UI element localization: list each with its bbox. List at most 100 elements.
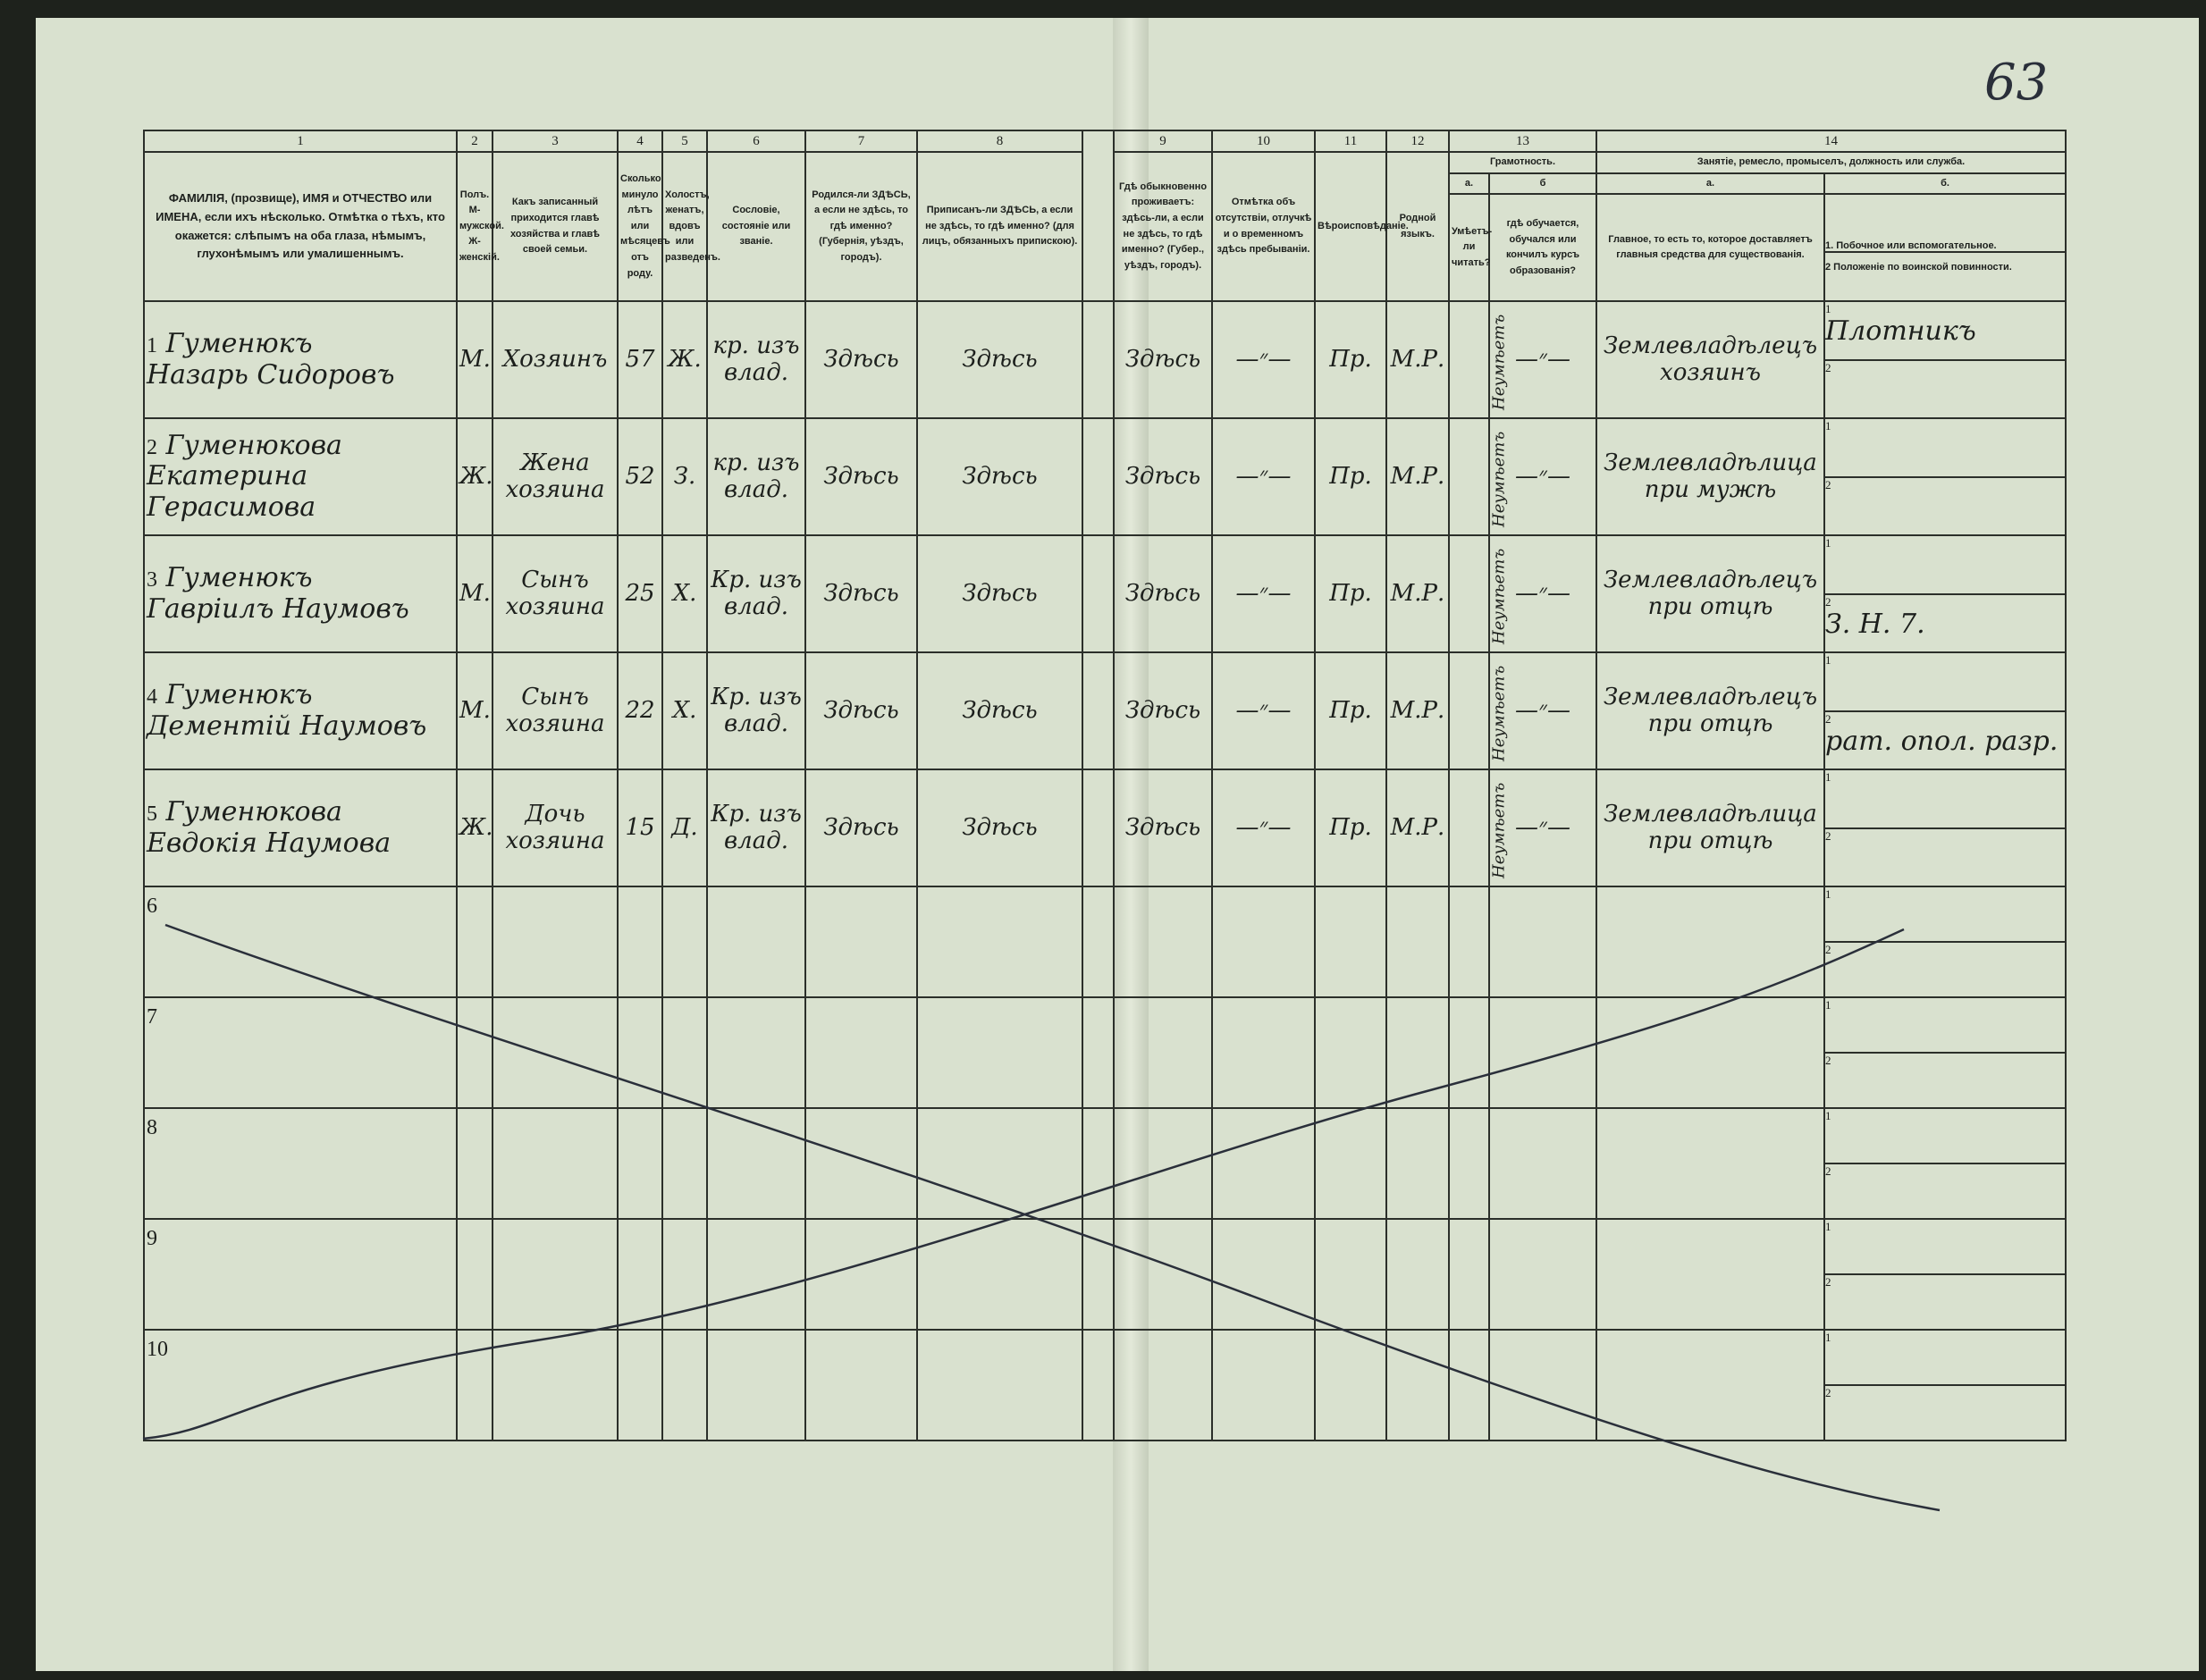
- religion-cell: Пр.: [1314, 534, 1387, 654]
- header-main-occupation: Главное, то есть то, которое доставляетъ…: [1596, 193, 1825, 303]
- empty-cell: [1488, 1107, 1597, 1221]
- col-number: 1: [143, 130, 458, 153]
- empty-cell: [804, 1218, 918, 1331]
- age-cell: 25: [617, 534, 663, 654]
- empty-cell: [456, 996, 493, 1110]
- language-cell: М.Р.: [1385, 300, 1450, 420]
- occupation-b-cell: 1 2 рат. опол. разр.: [1823, 651, 2067, 771]
- row-number: 7: [147, 1005, 157, 1029]
- occupation-cell: Землевладѣлецъ при отцѣ: [1596, 651, 1825, 771]
- occupation-cell: Землевладѣлица при мужѣ: [1596, 417, 1825, 537]
- education-cell: —״—: [1488, 300, 1597, 420]
- language-cell: М.Р.: [1385, 417, 1450, 537]
- empty-cell: [492, 1329, 619, 1442]
- literacy-value: Неумѣетъ: [1489, 314, 1509, 410]
- empty-cell: [1448, 1218, 1490, 1331]
- header-literacy-b: б: [1488, 172, 1597, 196]
- row-number: 3: [147, 568, 157, 592]
- sub-mark: 1: [1825, 1220, 1831, 1234]
- gutter-cell: [1082, 129, 1115, 303]
- empty-cell: [1596, 1107, 1825, 1221]
- age-cell: 15: [617, 769, 663, 888]
- empty-cell: [1211, 1107, 1316, 1221]
- name-cell: 4 Гуменюкъ Дементій Наумовъ: [143, 651, 458, 771]
- sex-cell: М.: [456, 534, 493, 654]
- secondary-value: Плотникъ: [1825, 315, 1976, 348]
- estate-cell: Кр. изъ влад.: [706, 651, 806, 771]
- secondary-occupation: 1: [1825, 887, 2065, 944]
- estate-cell: кр. изъ влад.: [706, 417, 806, 537]
- secondary-occupation: 1: [1825, 1109, 2065, 1165]
- relation-cell: Хозяинъ: [492, 300, 619, 420]
- sub-mark: 1: [1825, 998, 1831, 1012]
- row-number: 8: [147, 1116, 157, 1140]
- sub-mark: 2: [1825, 477, 1831, 491]
- empty-cell: [916, 1107, 1083, 1221]
- sub-mark: 1: [1825, 302, 1831, 316]
- empty-cell: [1211, 886, 1316, 999]
- relation-cell: Дочь хозяина: [492, 769, 619, 888]
- age-cell: 57: [617, 300, 663, 420]
- empty-cell: [1314, 886, 1387, 999]
- education-cell: —״—: [1488, 534, 1597, 654]
- secondary-occupation: 1: [1825, 419, 2065, 478]
- empty-cell: [804, 886, 918, 999]
- empty-cell: [916, 1218, 1083, 1331]
- empty-cell: [1385, 1329, 1450, 1442]
- col-number: 6: [706, 130, 806, 153]
- literacy-cell: Неумѣетъ: [1448, 417, 1508, 537]
- education-cell: —״—: [1488, 769, 1597, 888]
- row-number: 5: [147, 802, 157, 827]
- sub-mark: 1: [1825, 1109, 1831, 1123]
- row-number: 6: [147, 895, 157, 919]
- row-number: 9: [147, 1227, 157, 1251]
- empty-cell: [1385, 886, 1450, 999]
- table-row: 5 Гуменюкова Евдокія Наумова Ж. Дочь хозяи…: [143, 769, 2067, 888]
- relation-cell: Сынъ хозяина: [492, 651, 619, 771]
- birthplace-cell: Здѣсь: [804, 300, 918, 420]
- empty-cell: [1314, 1218, 1387, 1331]
- given-names: Евдокія Наумова: [147, 827, 392, 859]
- sub-mark: 2: [1825, 943, 1831, 957]
- surname: Гуменюкова: [165, 429, 342, 461]
- col-number: 14: [1596, 130, 2067, 153]
- empty-cell: [1385, 1107, 1450, 1221]
- header-registration: Приписанъ-ли ЗДѢСЬ, а если не здѣсь, то …: [916, 150, 1083, 303]
- empty-cell: [1113, 996, 1213, 1110]
- secondary-occupation: 1: [1825, 536, 2065, 595]
- estate-cell: кр. изъ влад.: [706, 300, 806, 420]
- military-status: 2 рат. опол. разр.: [1825, 712, 2065, 769]
- name-cell: 1 Гуменюкъ Назарь Сидоровъ: [143, 300, 458, 420]
- occupation-b-cell: 1 Плотникъ 2: [1823, 300, 2067, 420]
- sub-mark: 2: [1825, 360, 1831, 374]
- column-numbers-row: 1 2 3 4 5 6 7 8 9 10 11 12 13 14: [143, 129, 2067, 303]
- marital-cell: Х.: [661, 534, 708, 654]
- empty-cell: [1448, 996, 1490, 1110]
- residence-cell: Здѣсь: [1113, 651, 1213, 771]
- header-age: Сколько минуло лѣтъ или мѣсяцевъ отъ род…: [617, 150, 670, 303]
- residence-cell: Здѣсь: [1113, 417, 1213, 537]
- empty-cell: [1113, 1107, 1213, 1221]
- marital-cell: Д.: [661, 769, 708, 888]
- empty-cell: [456, 1107, 493, 1221]
- empty-cell: [706, 1218, 806, 1331]
- empty-cell: [1113, 886, 1213, 999]
- secondary-occupation: 1: [1825, 1220, 2065, 1276]
- secondary-occupation: 1 Плотникъ: [1825, 302, 2065, 361]
- residence-cell: Здѣсь: [1113, 300, 1213, 420]
- empty-cell: [706, 1107, 806, 1221]
- literacy-value: Неумѣетъ: [1489, 665, 1509, 761]
- empty-cell: [1448, 1107, 1490, 1221]
- education-cell: —״—: [1488, 651, 1597, 771]
- name-cell: 7: [143, 996, 458, 1110]
- military-status: 2: [1825, 1054, 2065, 1107]
- row-number: 10: [147, 1338, 168, 1362]
- empty-cell: [1082, 996, 1115, 1110]
- col-number: 7: [804, 130, 918, 153]
- empty-cell: [492, 886, 619, 999]
- empty-cell: [617, 996, 663, 1110]
